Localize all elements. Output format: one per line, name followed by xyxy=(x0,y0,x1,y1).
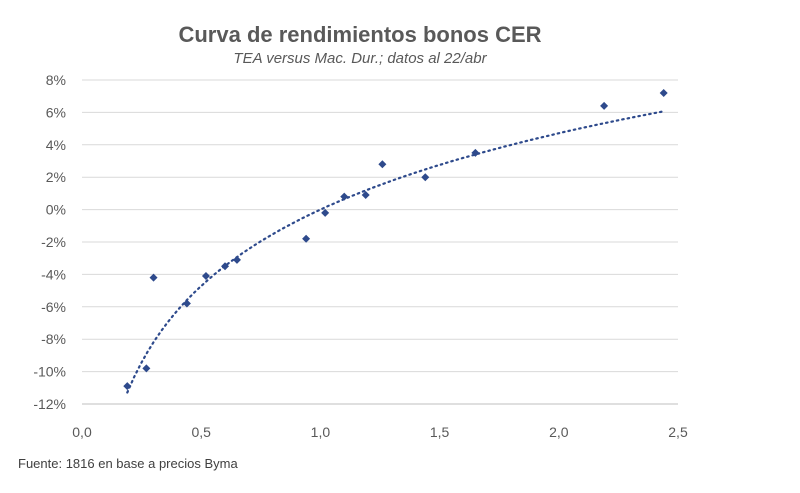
data-point xyxy=(142,364,151,373)
grid-lines xyxy=(82,79,678,405)
y-tick-label: -4% xyxy=(41,266,66,282)
x-tick-label: 1,0 xyxy=(311,424,331,440)
trendline xyxy=(126,110,665,394)
data-point xyxy=(340,192,349,201)
y-tick-label: 0% xyxy=(46,202,66,218)
y-tick-label: -6% xyxy=(41,299,66,315)
x-tick-label: 1,5 xyxy=(430,424,450,440)
data-point xyxy=(232,255,241,264)
x-tick-label: 2,5 xyxy=(668,424,688,440)
data-point xyxy=(302,234,311,243)
data-point xyxy=(659,88,668,97)
y-tick-label: -10% xyxy=(33,364,66,380)
data-point xyxy=(361,191,370,200)
data-point xyxy=(149,273,158,282)
data-point xyxy=(378,160,387,169)
data-point xyxy=(201,272,210,281)
x-tick-label: 0,0 xyxy=(72,424,92,440)
x-tick-label: 0,5 xyxy=(191,424,211,440)
data-point xyxy=(600,101,609,110)
data-point xyxy=(182,299,191,308)
y-tick-label: 4% xyxy=(46,137,66,153)
x-axis-ticks: 0,0 0,5 1,0 1,5 2,0 2,5 xyxy=(72,424,688,440)
y-tick-label: -8% xyxy=(41,331,66,347)
data-points xyxy=(123,88,668,391)
y-tick-label: 8% xyxy=(46,72,66,88)
source-note: Fuente: 1816 en base a precios Byma xyxy=(18,456,238,471)
data-point xyxy=(123,382,132,391)
data-point xyxy=(471,148,480,157)
x-tick-label: 2,0 xyxy=(549,424,569,440)
chart-subtitle: TEA versus Mac. Dur.; datos al 22/abr xyxy=(233,50,487,67)
data-point xyxy=(321,208,330,217)
data-point xyxy=(421,173,430,182)
y-tick-label: 2% xyxy=(46,169,66,185)
y-tick-label: -12% xyxy=(33,396,66,412)
data-point xyxy=(221,262,230,271)
chart-title: Curva de rendimientos bonos CER xyxy=(178,22,542,47)
y-tick-label: 6% xyxy=(46,104,66,120)
y-axis-ticks: 8% 6% 4% 2% 0% -2% -4% -6% -8% -10% -12% xyxy=(33,72,66,412)
trendline-layer xyxy=(126,110,665,394)
y-tick-label: -2% xyxy=(41,234,66,250)
